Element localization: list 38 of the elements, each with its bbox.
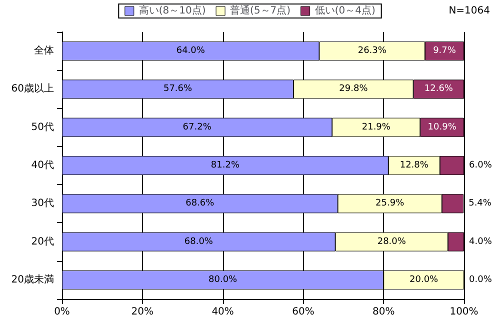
data-label: 20.0% — [410, 274, 439, 285]
y-tick-label: 50代 — [31, 122, 54, 133]
data-label: 0.0% — [469, 274, 492, 285]
x-tick-label: 60% — [292, 306, 314, 318]
data-label: 5.4% — [468, 198, 492, 209]
data-label: 9.7% — [433, 46, 456, 56]
data-label: 26.3% — [358, 46, 387, 56]
data-label: 12.8% — [400, 160, 429, 170]
y-tick-label: 30代 — [31, 198, 54, 210]
y-tick-label: 40代 — [31, 160, 54, 171]
data-label: 68.6% — [186, 198, 215, 209]
text: N=1064 — [448, 6, 490, 16]
x-tick-label: 100% — [450, 306, 478, 318]
legend-label: 普通(5～7点) — [230, 4, 291, 16]
data-label: 28.0% — [377, 236, 406, 247]
y-tick-label: 20代 — [31, 236, 54, 248]
data-label: 25.9% — [376, 198, 405, 209]
data-label: 81.2% — [210, 160, 240, 170]
data-label: 6.0% — [469, 160, 492, 170]
x-tick-label: 80% — [372, 306, 395, 318]
y-tick-label: 60歳以上 — [11, 82, 54, 95]
x-tick-label: 0% — [54, 306, 70, 318]
data-label: 4.0% — [469, 236, 492, 247]
y-tick-label: 全体 — [34, 44, 54, 57]
data-label: 80.0% — [208, 274, 238, 285]
data-label: 67.2% — [182, 122, 212, 132]
legend-label: 低い(0～4点) — [314, 4, 376, 16]
x-tick-label: 20% — [131, 306, 154, 318]
data-label: 12.6% — [424, 84, 454, 94]
y-tick-label: 20歳未満 — [11, 273, 54, 286]
data-label: 68.0% — [184, 236, 214, 247]
data-label: 21.9% — [362, 122, 391, 132]
data-label: 64.0% — [176, 46, 206, 56]
data-label: 10.9% — [428, 122, 457, 132]
data-label: 57.6% — [163, 84, 193, 94]
x-tick-label: 40% — [212, 306, 234, 318]
data-label: 29.8% — [339, 84, 368, 94]
legend-label: 高い(8～10点) — [138, 4, 206, 16]
